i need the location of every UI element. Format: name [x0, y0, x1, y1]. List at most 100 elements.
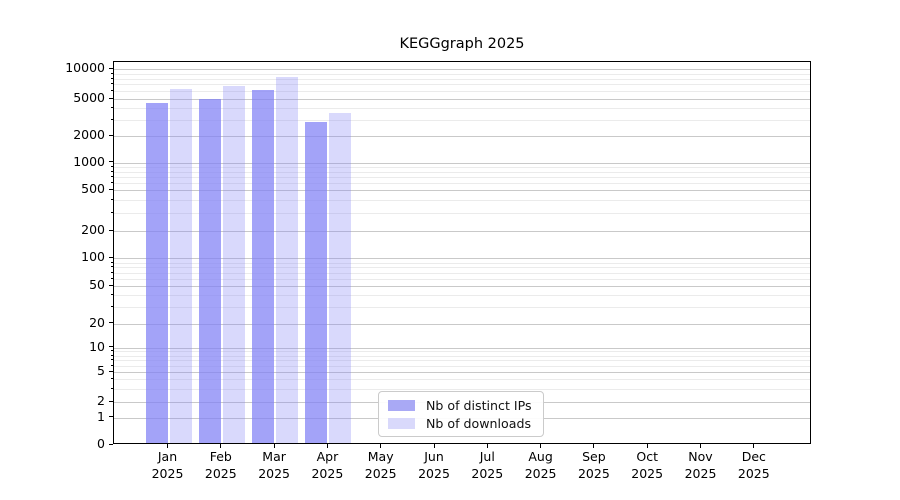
y-axis-tick-label: 0 [97, 436, 105, 451]
grid-line-major [114, 323, 810, 325]
y-axis-tick [109, 400, 113, 402]
x-axis-tick-label: Feb 2025 [204, 449, 237, 481]
y-axis-minor-tick [110, 306, 113, 307]
grid-line-minor [114, 91, 810, 93]
grid-line-minor [114, 307, 810, 308]
y-axis-minor-tick [110, 261, 113, 263]
bar-downloads [169, 89, 192, 443]
y-axis-tick [109, 346, 113, 348]
y-axis-minor-tick [110, 354, 113, 356]
y-axis-tick-label: 5 [97, 363, 105, 378]
bar-downloads [329, 112, 352, 443]
y-axis-tick-label: 2 [97, 393, 105, 408]
grid-line-minor [114, 272, 810, 274]
x-axis-tick-label: Sep 2025 [577, 449, 610, 481]
grid-line-major [114, 162, 810, 164]
grid-line-minor [114, 388, 810, 390]
x-axis-tick [540, 444, 542, 448]
grid-line-major [114, 347, 810, 349]
x-axis-tick [433, 444, 435, 448]
legend-swatch-downloads [388, 417, 415, 429]
y-axis-tick [109, 370, 113, 372]
grid-line-minor [114, 351, 810, 353]
x-axis-tick [593, 444, 595, 448]
y-axis-tick [109, 97, 113, 99]
y-axis-minor-tick [110, 359, 113, 361]
plot-area [113, 61, 811, 444]
grid-line-major [114, 136, 810, 137]
y-axis-minor-tick [110, 211, 113, 213]
grid-line-minor [114, 171, 810, 173]
grid-line-minor [114, 267, 810, 269]
x-axis-tick [380, 444, 382, 448]
y-axis-minor-tick [110, 378, 113, 380]
x-axis-tick-label: Jun 2025 [418, 449, 450, 481]
y-axis-minor-tick [110, 271, 113, 273]
x-axis-tick-label: Dec 2025 [737, 449, 770, 481]
y-axis-tick [109, 134, 113, 136]
y-axis-minor-tick [110, 77, 113, 79]
legend-label-distinct-ips: Nb of distinct IPs [426, 397, 532, 413]
x-axis-tick [646, 444, 648, 448]
y-axis-minor-tick [110, 170, 113, 172]
y-axis-tick-label: 20 [89, 314, 105, 330]
y-axis-tick [109, 256, 113, 258]
bar-distinct-ips [198, 98, 221, 443]
grid-line-minor [114, 200, 810, 201]
y-axis-tick [109, 322, 113, 324]
grid-line-minor [114, 166, 810, 168]
grid-line-minor [114, 212, 810, 214]
grid-line-major [114, 286, 810, 287]
y-axis-minor-tick [110, 266, 113, 268]
legend: Nb of distinct IPs Nb of downloads [378, 391, 544, 437]
grid-line-major [114, 99, 810, 100]
y-axis-minor-tick [110, 165, 113, 167]
x-axis-tick-label: Mar 2025 [258, 449, 290, 481]
x-axis-tick-label: Oct 2025 [631, 449, 664, 481]
y-axis-tick [109, 443, 113, 445]
chart-title: KEGGgraph 2025 [399, 36, 525, 52]
grid-line-minor [114, 355, 810, 357]
x-axis-tick [700, 444, 701, 448]
y-axis-tick-label: 5000 [73, 90, 105, 105]
x-axis-tick [220, 444, 222, 448]
x-axis-tick [273, 444, 275, 448]
grid-line-minor [114, 262, 810, 264]
y-axis-tick-label: 2000 [73, 127, 105, 142]
y-axis-tick-label: 100 [81, 249, 105, 265]
x-axis-tick-label: May 2025 [364, 449, 397, 481]
grid-line-minor [114, 379, 810, 381]
x-axis-tick [326, 444, 328, 448]
y-axis-minor-tick [110, 294, 113, 296]
y-axis-tick-label: 10 [89, 338, 105, 354]
grid-line-minor [114, 84, 810, 86]
grid-line-minor [114, 73, 810, 75]
y-axis-tick [109, 229, 113, 231]
y-axis-minor-tick [110, 350, 113, 352]
y-axis-tick-label: 1000 [73, 153, 105, 169]
y-axis-minor-tick [110, 90, 113, 92]
y-axis-tick-label: 50 [89, 277, 105, 292]
grid-line-major [114, 69, 810, 70]
x-axis-tick [486, 444, 488, 448]
grid-line-major [114, 258, 810, 260]
grid-line-minor [114, 278, 810, 280]
y-axis-tick-label: 1 [97, 408, 105, 424]
y-axis-tick [109, 284, 113, 286]
x-axis-tick-label: Nov 2025 [684, 449, 717, 481]
y-axis-minor-tick [110, 364, 113, 366]
y-axis-tick [109, 161, 113, 163]
y-axis-tick [109, 67, 113, 69]
y-axis-minor-tick [110, 181, 113, 183]
grid-line-minor [114, 295, 810, 297]
legend-item-downloads: Nb of downloads [388, 416, 534, 431]
y-axis-minor-tick [110, 118, 113, 120]
y-axis-minor-tick [110, 107, 113, 108]
grid-line-minor [114, 365, 810, 367]
legend-swatch-distinct-ips [388, 399, 415, 411]
grid-line-major [114, 190, 810, 191]
y-axis-tick-label: 10000 [65, 60, 105, 75]
grid-line-minor [114, 78, 810, 80]
y-axis-minor-tick [110, 277, 113, 279]
y-axis-minor-tick [110, 72, 113, 74]
